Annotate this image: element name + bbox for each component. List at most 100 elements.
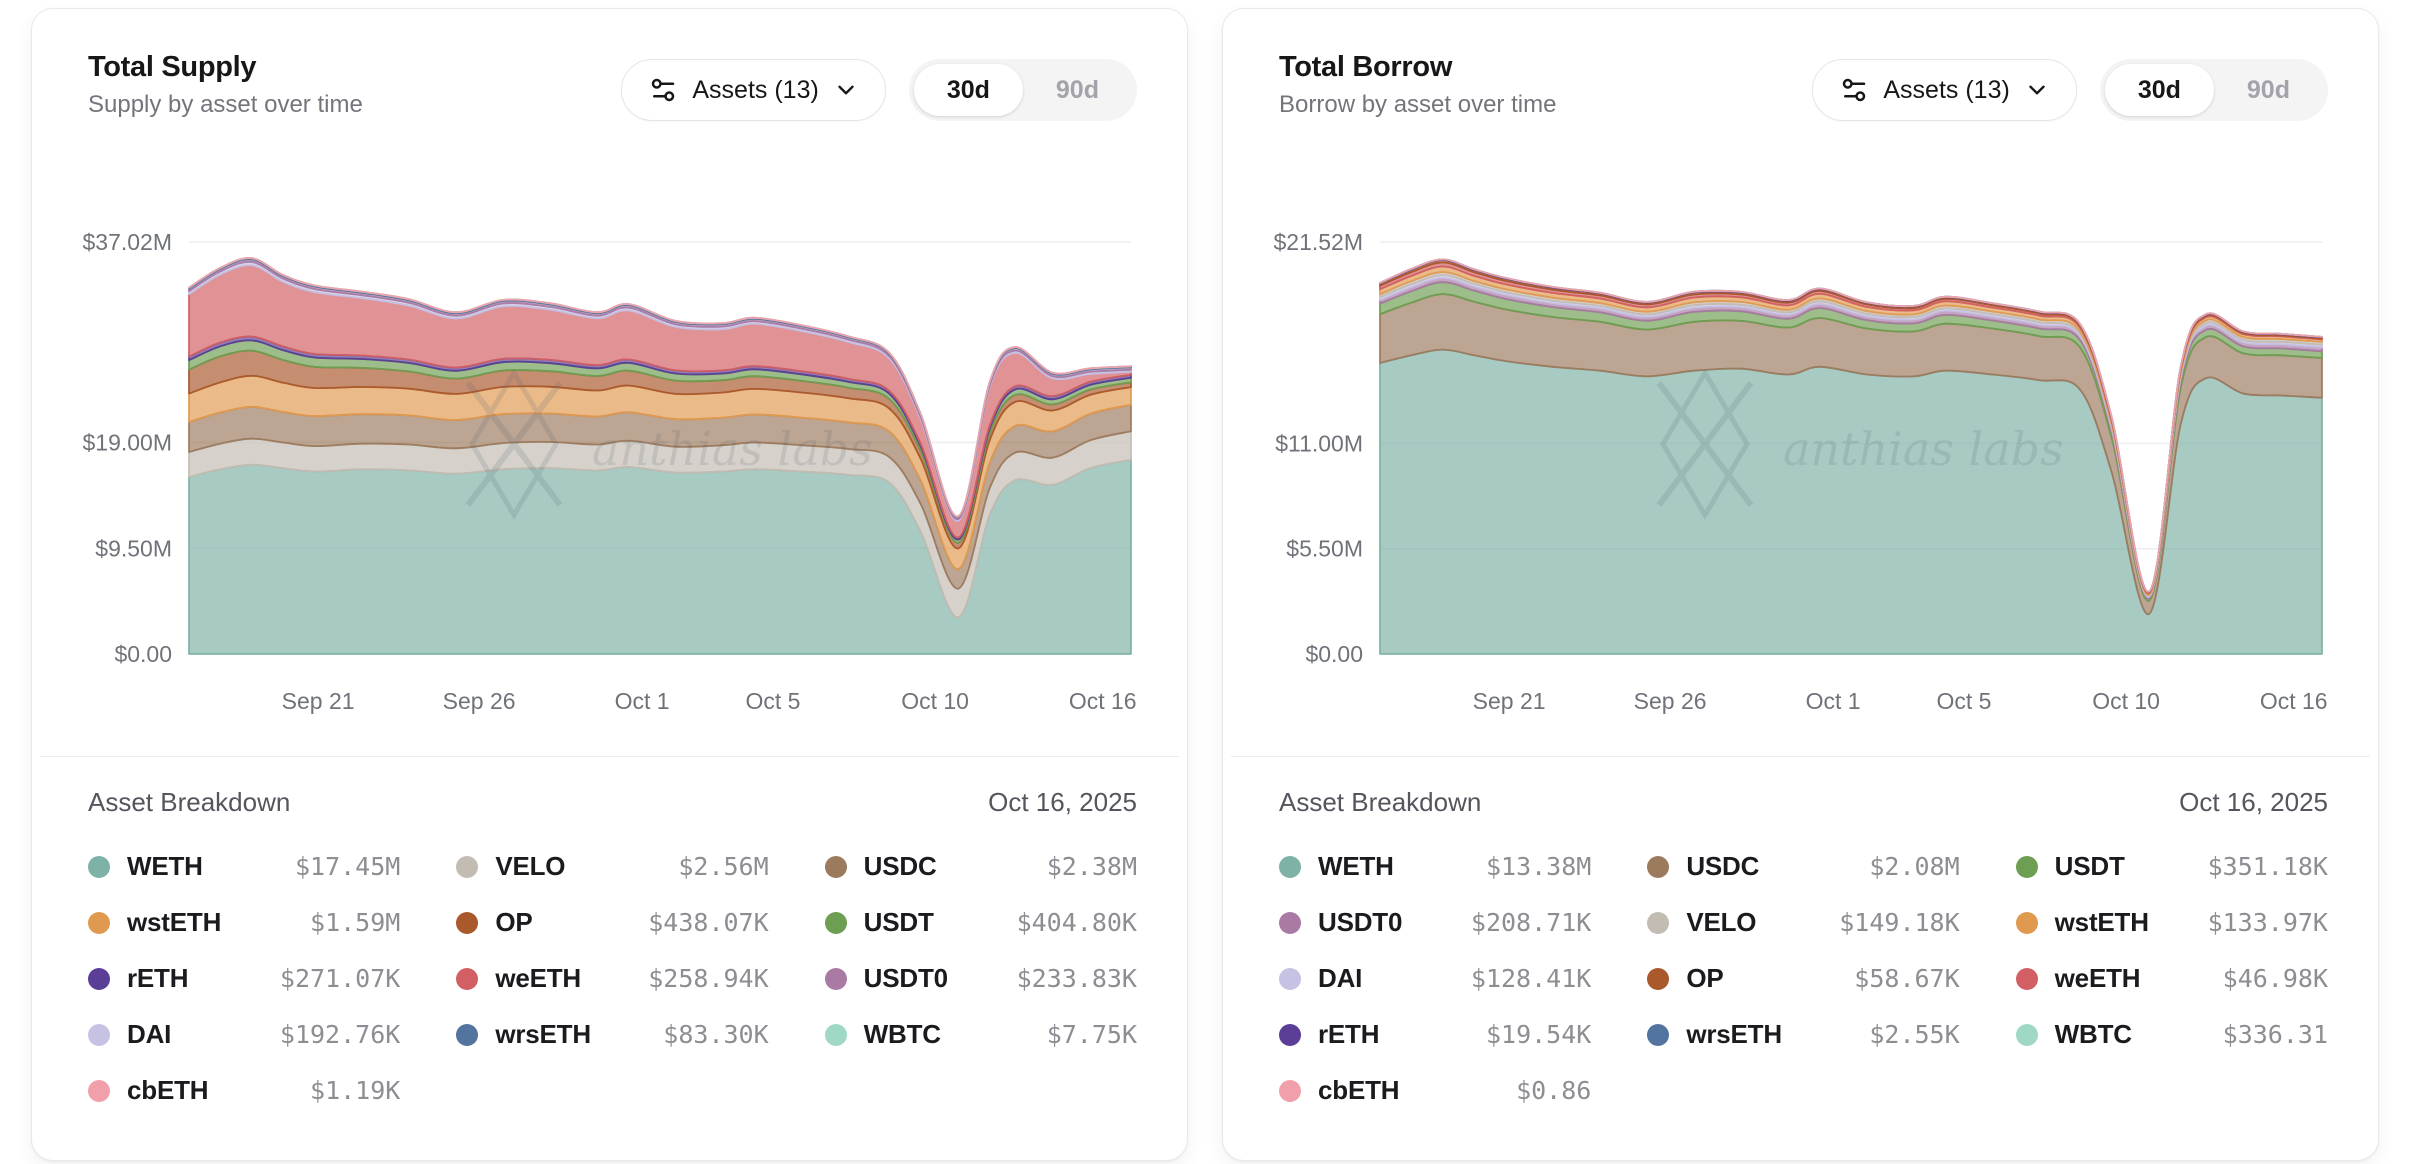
- asset-value: $133.97K: [2207, 908, 2328, 937]
- range-toggle: 30d 90d: [908, 59, 1137, 121]
- asset-name: weETH: [495, 963, 582, 993]
- legend-item-USDC[interactable]: USDC $2.38M: [824, 849, 1137, 884]
- asset-value: $2.56M: [678, 852, 769, 881]
- legend-item-USDC[interactable]: USDC $2.08M: [1647, 849, 1960, 884]
- y-tick-label: $0.00: [1305, 641, 1363, 667]
- breakdown-date: Oct 16, 2025: [988, 787, 1137, 817]
- legend-item-rETH[interactable]: rETH $271.07K: [88, 961, 400, 996]
- card-header: Total Supply Supply by asset over time A…: [32, 9, 1187, 121]
- watermark-x-icon: [1656, 381, 1754, 507]
- asset-name: OP: [1686, 963, 1724, 993]
- asset-color-dot: [456, 967, 479, 990]
- legend-item-WBTC[interactable]: WBTC $336.31: [2015, 1017, 2328, 1052]
- asset-value: $351.18K: [2207, 852, 2328, 881]
- asset-value: $404.80K: [1016, 908, 1137, 937]
- asset-color-dot: [1279, 967, 1301, 990]
- legend-item-VELO[interactable]: VELO $149.18K: [1647, 905, 1960, 940]
- y-tick-label: $19.00M: [82, 430, 172, 456]
- asset-value: $46.98K: [2222, 964, 2328, 993]
- asset-color-dot: [824, 911, 847, 934]
- asset-name: USDT0: [1318, 907, 1403, 937]
- asset-color-dot: [1279, 911, 1301, 934]
- range-option-90d[interactable]: 90d: [1023, 64, 1132, 116]
- legend-item-weETH[interactable]: weETH $258.94K: [456, 961, 769, 996]
- sliders-icon: [652, 78, 675, 102]
- asset-value: $2.08M: [1869, 852, 1960, 881]
- legend-item-cbETH[interactable]: cbETH $0.86: [1279, 1073, 1591, 1108]
- legend-item-USDT[interactable]: USDT $351.18K: [2015, 849, 2328, 884]
- legend-item-cbETH[interactable]: cbETH $1.19K: [88, 1073, 400, 1108]
- asset-value: $233.83K: [1016, 964, 1137, 993]
- legend-item-wstETH[interactable]: wstETH $133.97K: [2015, 905, 2328, 940]
- area-series-cbETH: [188, 257, 1132, 518]
- asset-color-dot: [1647, 1023, 1670, 1046]
- legend-item-OP[interactable]: OP $58.67K: [1647, 961, 1960, 996]
- range-option-90d[interactable]: 90d: [2214, 64, 2323, 116]
- x-tick-label: Oct 5: [1937, 688, 1992, 714]
- anthias-labs-watermark: anthias labs: [465, 368, 873, 520]
- asset-value: $2.38M: [1046, 852, 1137, 881]
- y-tick-label: $0.00: [114, 641, 172, 667]
- breakdown-title: Asset Breakdown: [88, 787, 291, 817]
- assets-filter-button[interactable]: Assets (13): [621, 59, 886, 121]
- asset-value: $0.86: [1516, 1076, 1592, 1105]
- card-title: Total Borrow: [1279, 51, 1453, 83]
- legend-item-weETH[interactable]: weETH $46.98K: [2015, 961, 2328, 996]
- borrow-stacked-area-chart[interactable]: $21.52M $11.00M $5.50M $0.00 Sep 21 Sep 26 Oct…: [1223, 179, 2379, 739]
- asset-color-dot: [88, 967, 110, 990]
- asset-value: $149.18K: [1839, 908, 1960, 937]
- asset-color-dot: [456, 1023, 479, 1046]
- legend-item-WBTC[interactable]: WBTC $7.75K: [824, 1017, 1137, 1052]
- legend-item-wrsETH[interactable]: wrsETH $83.30K: [456, 1017, 769, 1052]
- asset-value: $208.71K: [1470, 908, 1592, 937]
- legend-item-DAI[interactable]: DAI $192.76K: [88, 1017, 400, 1052]
- assets-filter-button[interactable]: Assets (13): [1812, 59, 2077, 121]
- legend-item-rETH[interactable]: rETH $19.54K: [1279, 1017, 1591, 1052]
- asset-value: $7.75K: [1046, 1020, 1137, 1049]
- legend-item-DAI[interactable]: DAI $128.41K: [1279, 961, 1591, 996]
- asset-name: USDC: [863, 851, 937, 881]
- asset-color-dot: [88, 855, 110, 878]
- asset-name: rETH: [1318, 1019, 1380, 1049]
- asset-value: $271.07K: [279, 964, 401, 993]
- anthias-labs-watermark: anthias labs: [1656, 368, 2064, 520]
- asset-name: USDT: [863, 907, 934, 937]
- range-option-30d[interactable]: 30d: [2104, 64, 2214, 116]
- x-tick-label: Sep 21: [282, 688, 355, 714]
- y-tick-label: $21.52M: [1273, 229, 1363, 255]
- y-tick-label: $11.00M: [1275, 430, 1363, 456]
- legend-item-wstETH[interactable]: wstETH $1.59M: [88, 905, 400, 940]
- asset-legend: WETH $13.38M USDC $2.08M USDT $351.18K USDT0 $2…: [1279, 849, 2328, 1108]
- legend-item-wrsETH[interactable]: wrsETH $2.55K: [1647, 1017, 1960, 1052]
- asset-name: cbETH: [127, 1075, 209, 1105]
- asset-color-dot: [2015, 967, 2038, 990]
- chevron-down-icon: [2029, 85, 2045, 95]
- legend-item-WETH[interactable]: WETH $17.45M: [88, 849, 400, 884]
- x-tick-label: Oct 16: [1069, 688, 1137, 714]
- asset-color-dot: [1279, 855, 1301, 878]
- asset-name: VELO: [1686, 907, 1757, 937]
- asset-color-dot: [1647, 855, 1670, 878]
- y-tick-label: $37.02M: [82, 229, 172, 255]
- legend-item-USDT[interactable]: USDT $404.80K: [824, 905, 1137, 940]
- x-tick-label: Sep 26: [443, 688, 516, 714]
- assets-button-label: Assets (13): [692, 75, 819, 104]
- y-tick-label: $5.50M: [1286, 536, 1363, 562]
- legend-item-VELO[interactable]: VELO $2.56M: [456, 849, 769, 884]
- asset-color-dot: [88, 1023, 110, 1046]
- x-tick-label: Oct 5: [746, 688, 801, 714]
- breakdown-header: Asset Breakdown Oct 16, 2025: [1279, 787, 2328, 818]
- card-titles: Total Supply Supply by asset over time: [88, 51, 363, 119]
- asset-value: $1.19K: [310, 1076, 401, 1105]
- legend-item-USDT0[interactable]: USDT0 $233.83K: [824, 961, 1137, 996]
- legend-item-USDT0[interactable]: USDT0 $208.71K: [1279, 905, 1591, 940]
- breakdown-date: Oct 16, 2025: [2179, 787, 2328, 817]
- asset-legend: WETH $17.45M VELO $2.56M USDC $2.38M wstETH $1.…: [88, 849, 1137, 1108]
- card-subtitle: Supply by asset over time: [88, 91, 363, 118]
- range-option-30d[interactable]: 30d: [913, 64, 1023, 116]
- legend-item-OP[interactable]: OP $438.07K: [456, 905, 769, 940]
- divider: [1231, 756, 2370, 757]
- legend-item-WETH[interactable]: WETH $13.38M: [1279, 849, 1591, 884]
- asset-name: OP: [495, 907, 533, 937]
- supply-stacked-area-chart[interactable]: $37.02M $19.00M $9.50M $0.00 Sep 21 Sep 26 Oct…: [32, 179, 1188, 739]
